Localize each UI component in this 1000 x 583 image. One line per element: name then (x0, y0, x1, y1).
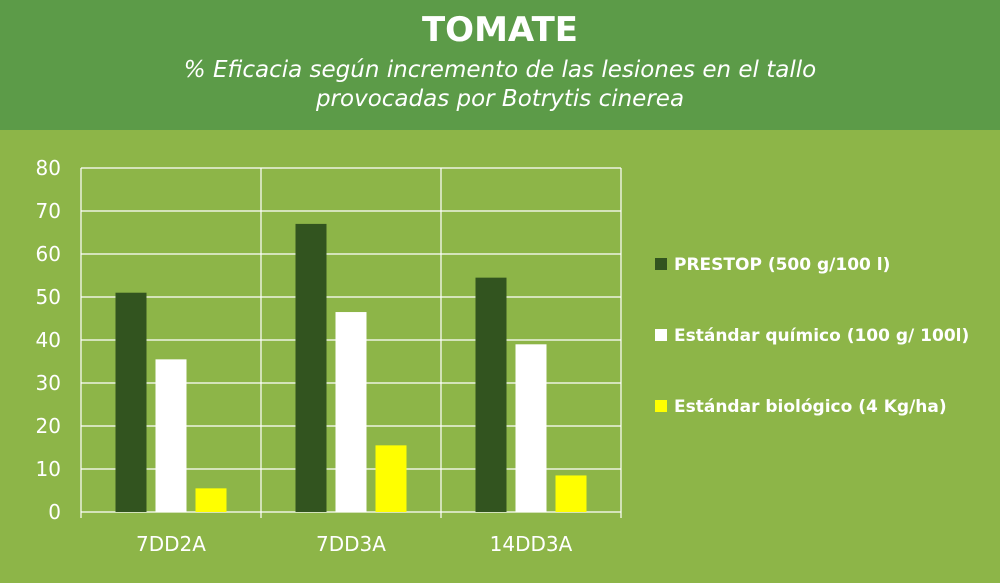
bar-7dd3a-series-1 (295, 223, 327, 512)
y-tick-label: 50 (36, 285, 61, 309)
bar-14dd3a-series-3 (555, 475, 587, 512)
chart-subtitle: % Eficacia según incremento de las lesio… (0, 56, 1000, 114)
bar-7dd2a-series-2 (155, 359, 187, 512)
legend-item: PRESTOP (500 g/100 l) (655, 255, 890, 275)
y-tick-label: 40 (36, 328, 61, 352)
legend-label: PRESTOP (500 g/100 l) (674, 255, 891, 275)
y-tick-label: 70 (36, 199, 61, 223)
legend-item: Estándar biológico (4 Kg/ha) (655, 397, 947, 417)
legend-label: Estándar químico (100 g/ 100l) (674, 326, 970, 346)
legend-swatch (655, 329, 667, 341)
legend-swatch (655, 258, 667, 270)
x-tick-label: 7DD3A (316, 532, 386, 556)
legend-item: Estándar químico (100 g/ 100l) (655, 326, 969, 346)
bar-7dd2a-series-3 (195, 488, 227, 512)
legend-label: Estándar biológico (4 Kg/ha) (674, 397, 947, 417)
y-tick-label: 0 (48, 500, 61, 524)
x-tick-label: 7DD2A (136, 532, 206, 556)
chart-subtitle-line-2: provocadas por Botrytis cinerea (315, 86, 685, 112)
chart-subtitle-line-1: % Eficacia según incremento de las lesio… (183, 57, 817, 83)
y-tick-label: 80 (36, 156, 61, 180)
chart-header: TOMATE % Eficacia según incremento de la… (0, 0, 1000, 130)
bar-7dd3a-series-3 (375, 445, 407, 512)
bar-7dd2a-series-1 (115, 292, 147, 512)
y-tick-label: 20 (36, 414, 61, 438)
bar-14dd3a-series-2 (515, 344, 547, 512)
chart-title: TOMATE (421, 10, 579, 50)
bar-14dd3a-series-1 (475, 277, 507, 512)
y-tick-label: 60 (36, 242, 61, 266)
y-tick-label: 10 (36, 457, 61, 481)
y-tick-label: 30 (36, 371, 61, 395)
x-tick-label: 14DD3A (490, 532, 573, 556)
legend-swatch (655, 400, 667, 412)
bar-7dd3a-series-2 (335, 312, 367, 512)
